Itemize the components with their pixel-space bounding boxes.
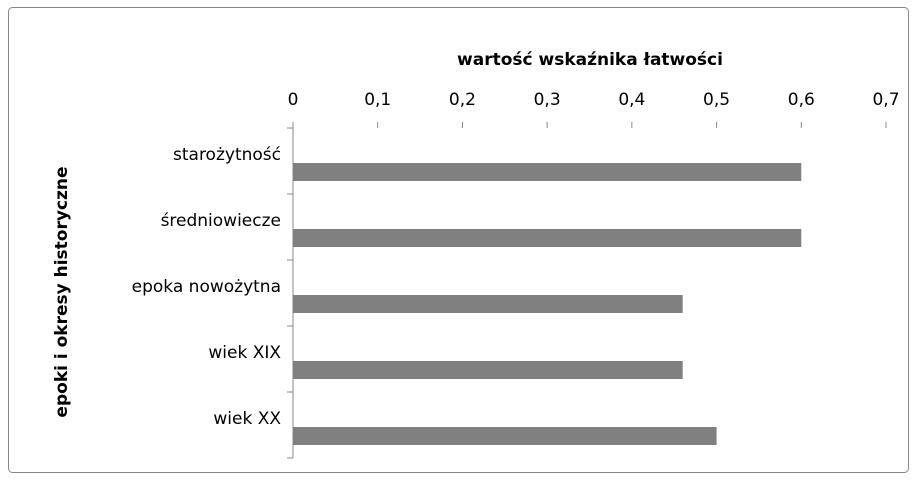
- x-tick-label: 0,4: [618, 90, 645, 110]
- x-tick-label: 0,6: [788, 90, 815, 110]
- y-tick-label: wiek XIX: [208, 343, 281, 363]
- x-tick-label: 0: [288, 90, 299, 110]
- y-tick-label: starożytność: [173, 145, 281, 165]
- bar: [293, 163, 802, 181]
- y-tick-label: wiek XX: [213, 409, 281, 429]
- x-tick-label: 0,7: [872, 90, 899, 110]
- bar: [293, 295, 683, 313]
- x-tick-label: 0,1: [364, 90, 391, 110]
- y-axis-title: epoki i okresy historyczne: [52, 166, 72, 417]
- y-tick-label: średniowiecze: [161, 211, 281, 231]
- bar: [293, 229, 802, 247]
- x-axis-title: wartość wskaźnika łatwości: [457, 50, 723, 70]
- x-tick-label: 0,2: [449, 90, 476, 110]
- x-tick-label: 0,3: [534, 90, 561, 110]
- bar: [293, 361, 683, 379]
- bar: [293, 427, 717, 445]
- x-tick-label: 0,5: [703, 90, 730, 110]
- y-tick-label: epoka nowożytna: [132, 277, 281, 297]
